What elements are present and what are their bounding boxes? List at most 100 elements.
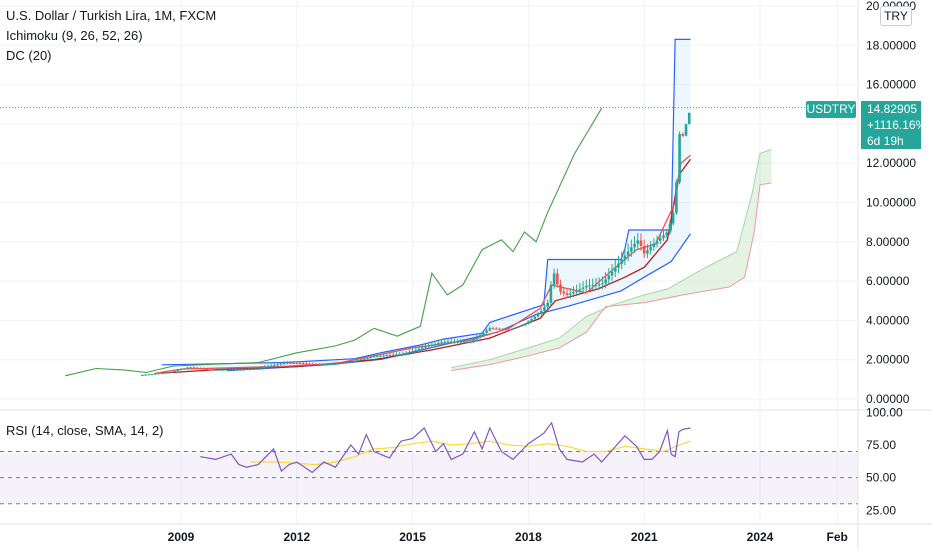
candle-body <box>318 364 321 366</box>
candle-body <box>157 373 160 375</box>
candle-body <box>456 341 459 343</box>
candle-body <box>247 368 250 370</box>
leading-span-b <box>451 182 772 371</box>
candle-body <box>565 293 569 295</box>
time-tick-label: 2012 <box>283 530 310 544</box>
price-tick-label: 18.00000 <box>866 38 916 52</box>
candle-body <box>443 341 447 343</box>
candle-body <box>346 362 350 364</box>
candle-body <box>166 372 170 374</box>
candle-body <box>578 288 582 291</box>
candle-body <box>404 353 408 355</box>
candles-layer <box>0 107 858 377</box>
candle-body <box>427 345 430 347</box>
candle-body <box>392 354 395 356</box>
candle-body <box>649 247 652 251</box>
rsi-tick-label: 75.00 <box>866 438 896 452</box>
candle-body <box>668 223 672 233</box>
candle-body <box>350 361 353 363</box>
candle-body <box>681 134 685 136</box>
conversion-line <box>153 154 691 375</box>
candle-body <box>588 285 591 287</box>
ichimoku-cloud-layer <box>451 148 772 371</box>
candle-body <box>501 329 504 331</box>
candle-body <box>546 302 549 307</box>
candle-body <box>324 364 328 366</box>
candle-body <box>523 323 527 326</box>
time-tick-label: 2024 <box>747 530 774 544</box>
candle-body <box>433 343 437 345</box>
candle-body <box>163 372 167 374</box>
candle-body <box>507 329 511 331</box>
candle-body <box>263 367 266 369</box>
candle-body <box>478 334 482 338</box>
candle-body <box>266 366 270 368</box>
candle-body <box>260 367 263 369</box>
candle-body <box>411 351 414 353</box>
lagging-span <box>65 107 603 377</box>
candle-body <box>591 285 595 287</box>
currency-button[interactable]: TRY <box>880 6 912 26</box>
donchian-legend[interactable]: DC (20) <box>6 48 52 63</box>
candle-body <box>385 355 389 357</box>
candle-body <box>585 286 588 288</box>
candle-body <box>153 373 157 375</box>
last-price-box: 14.82905 +1116.16% 6d 19h <box>861 101 926 149</box>
rsi-legend[interactable]: RSI (14, close, SMA, 14, 2) <box>6 423 164 438</box>
candle-body <box>449 341 453 343</box>
candle-body <box>295 363 299 365</box>
candle-body <box>211 369 215 371</box>
candle-body <box>269 365 273 367</box>
candle-body <box>398 354 402 356</box>
candle-body <box>301 363 305 365</box>
candle-body <box>170 371 173 373</box>
candle-body <box>141 375 144 377</box>
candle-body <box>562 291 566 294</box>
price-tick-label: 2.00000 <box>866 353 910 367</box>
candle-body <box>388 354 392 356</box>
candle-body <box>453 341 456 343</box>
candle-body <box>160 373 163 375</box>
candle-body <box>604 279 607 284</box>
candle-body <box>369 356 373 358</box>
candle-body <box>221 369 225 371</box>
candle-body <box>675 182 678 213</box>
rsi-tick-label: 50.00 <box>866 471 896 485</box>
time-tick-label: 2021 <box>631 530 658 544</box>
candle-body <box>253 368 257 370</box>
candle-body <box>337 363 340 365</box>
symbol-title[interactable]: U.S. Dollar / Turkish Lira, 1M, FXCM <box>6 8 217 23</box>
candle-body <box>330 364 334 366</box>
candle-body <box>372 356 376 358</box>
candle-body <box>244 368 247 370</box>
price-tick-label: 10.00000 <box>866 196 916 210</box>
candle-body <box>446 341 450 343</box>
candle-body <box>379 355 382 357</box>
candle-body <box>440 342 443 344</box>
candle-body <box>630 247 633 252</box>
candle-body <box>147 374 151 376</box>
candle-body <box>276 364 279 366</box>
candle-body <box>340 363 344 365</box>
candle-body <box>192 367 196 369</box>
candle-body <box>356 360 360 362</box>
candle-body <box>684 124 688 136</box>
candle-body <box>321 364 324 366</box>
donchian-upper <box>161 38 691 366</box>
candle-body <box>179 369 183 371</box>
ichimoku-legend[interactable]: Ichimoku (9, 26, 52, 26) <box>6 28 143 43</box>
candle-body <box>530 318 533 322</box>
candle-body <box>420 347 424 349</box>
candle-body <box>173 370 176 372</box>
candle-body <box>556 273 559 285</box>
candle-body <box>652 243 656 248</box>
indicator-lines-layer <box>65 107 692 377</box>
candle-body <box>182 368 186 370</box>
time-tick-label: Feb <box>827 530 848 544</box>
candle-body <box>195 367 199 369</box>
candle-body <box>539 310 543 315</box>
candle-body <box>633 243 636 248</box>
